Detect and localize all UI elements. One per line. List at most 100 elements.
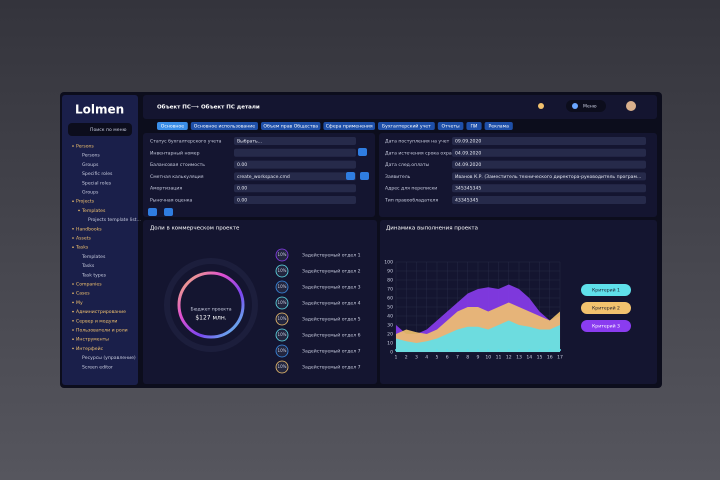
bullet (72, 246, 74, 248)
tab-label[interactable]: Основное (161, 124, 184, 130)
sidebar-item[interactable]: Ресурсы (управление) (82, 355, 136, 361)
tab[interactable] (484, 122, 513, 130)
field-input[interactable] (452, 184, 646, 193)
sidebar-item[interactable]: Инструменты (76, 337, 109, 343)
tab-label[interactable]: Бухгалтерский учет (382, 123, 431, 130)
sidebar-item[interactable]: Tasks (81, 263, 95, 269)
sidebar-item[interactable]: Persons (76, 144, 94, 150)
x-marker (395, 349, 397, 351)
field-input[interactable] (234, 160, 356, 169)
sidebar-item[interactable]: Projects template list... (88, 217, 141, 223)
sidebar-item[interactable]: Tasks (75, 245, 89, 251)
tab-label[interactable]: Основное использование (194, 124, 255, 130)
sidebar-item[interactable]: Assets (76, 236, 92, 242)
share-badge (275, 328, 289, 342)
field-value: create_workspace.cmd (237, 174, 290, 180)
menu-button[interactable] (566, 100, 606, 112)
field-input[interactable] (452, 172, 646, 181)
share-label: Задействуемый отдел 3 (302, 284, 361, 291)
sidebar-item[interactable]: Handbooks (76, 226, 102, 232)
sidebar-item[interactable]: Persons (82, 153, 100, 159)
field-input[interactable] (452, 137, 646, 145)
legend-item[interactable] (581, 302, 631, 314)
share-percent: 10% (278, 300, 287, 305)
sidebar-item[interactable]: Projects (76, 199, 95, 205)
sidebar-item[interactable]: Templates (81, 208, 106, 214)
tab[interactable] (190, 122, 258, 130)
menu-label: Меню (583, 104, 597, 110)
tab-label[interactable]: Реклама (488, 124, 509, 130)
sidebar-item[interactable]: Companies (76, 282, 102, 288)
share-badge (275, 264, 289, 278)
field-input[interactable] (452, 196, 646, 204)
sidebar-item[interactable]: Администрирование (76, 309, 126, 315)
sidebar-item[interactable]: My (76, 300, 83, 306)
x-tick-label: 10 (485, 355, 491, 361)
x-marker (538, 349, 541, 351)
bullet (78, 209, 80, 212)
avatar[interactable] (626, 101, 636, 111)
x-tick-label: 12 (506, 355, 512, 361)
bullet (72, 301, 74, 304)
x-tick-label: 5 (436, 355, 439, 361)
search-box[interactable] (68, 123, 132, 136)
legend-item[interactable] (581, 284, 631, 296)
sidebar-item[interactable]: Screen editor (82, 364, 113, 370)
bell-icon[interactable] (538, 103, 544, 109)
share-percent: 10% (278, 316, 287, 321)
tab-label[interactable]: Отчеты (442, 124, 461, 130)
tab[interactable] (323, 122, 375, 130)
share-badge (275, 296, 289, 310)
x-tick-label: 3 (415, 355, 418, 361)
share-label: Задействуемый отдел 6 (302, 332, 361, 339)
sidebar-item[interactable]: Groups (82, 162, 99, 168)
budget-label: Бюджет проекта (190, 307, 231, 313)
breadcrumb[interactable]: Объект ПС (157, 104, 191, 111)
sidebar-item[interactable]: Cases (76, 291, 90, 297)
field-input[interactable] (234, 137, 356, 145)
share-badge (275, 312, 289, 326)
logo: Lolmen (75, 103, 124, 117)
field-input[interactable] (234, 196, 356, 204)
icon-button[interactable] (346, 172, 355, 180)
tab-label[interactable]: Объем прав Общества (263, 124, 318, 130)
x-marker (415, 349, 418, 351)
share-label: Задействуемый отдел 4 (302, 300, 361, 307)
icon-button[interactable] (358, 148, 367, 156)
donut-shadow (164, 258, 258, 352)
field-input[interactable] (452, 160, 646, 169)
field-value: 04.09.2020 (455, 150, 481, 156)
sidebar-item[interactable]: Special roles (82, 180, 112, 186)
sidebar-item[interactable]: Groups (82, 190, 99, 196)
field-input[interactable] (234, 184, 356, 193)
field-input[interactable] (234, 172, 356, 181)
sidebar-item[interactable]: Task types (81, 272, 107, 278)
field-input[interactable] (452, 148, 646, 157)
x-tick-label: 15 (537, 355, 543, 361)
icon-button[interactable] (360, 172, 369, 180)
sidebar-item[interactable]: Specific roles (82, 171, 113, 177)
sidebar-item[interactable]: Templates (81, 254, 106, 260)
field-input[interactable] (234, 148, 356, 157)
share-label: Задействуемый отдел 1 (302, 252, 361, 259)
field-value: Иванов К.Р. (Заместитель технического ди… (455, 174, 641, 180)
x-tick-label: 9 (477, 355, 480, 361)
x-tick-label: 1 (395, 355, 398, 361)
sidebar-item[interactable]: Пользователи и роли (76, 328, 128, 334)
icon-button[interactable] (148, 208, 157, 216)
field-value: 0.00 (237, 186, 247, 192)
legend-item[interactable] (581, 320, 631, 332)
tab-label[interactable]: Сфера применения (326, 124, 373, 130)
icon-button[interactable] (164, 208, 173, 216)
share-percent: 10% (278, 252, 287, 257)
tab[interactable] (437, 122, 464, 130)
sidebar-item[interactable]: Сервер и модули (76, 318, 117, 324)
tab[interactable] (157, 122, 188, 130)
tab-label[interactable]: ПИ (471, 124, 478, 130)
sidebar-item[interactable]: Интерфейс (76, 345, 104, 352)
share-percent: 10% (278, 332, 287, 337)
tab[interactable] (261, 122, 321, 130)
tab[interactable] (466, 122, 482, 130)
tab[interactable] (378, 122, 435, 130)
